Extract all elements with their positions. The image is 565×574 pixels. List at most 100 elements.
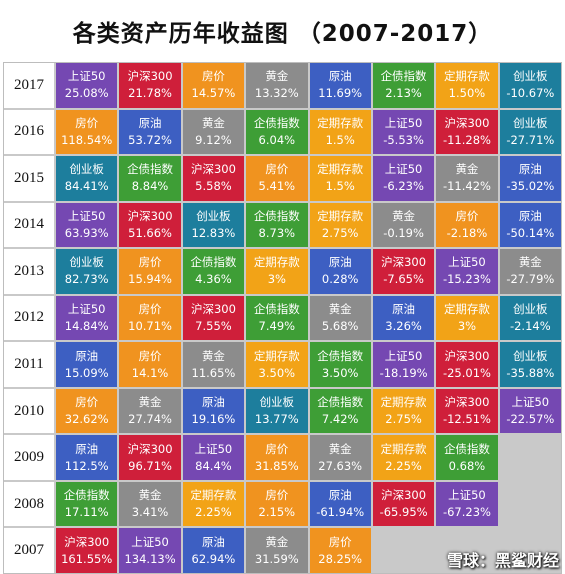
return-value: 25.08%	[64, 86, 109, 101]
return-value: 31.85%	[254, 458, 299, 473]
asset-return-cell: 黄金 27.63%	[309, 435, 371, 480]
asset-return-cell: 沪深300 -7.65%	[372, 249, 435, 294]
asset-return-cell: 原油 53.72%	[119, 109, 181, 155]
asset-return-cell: 沪深300 51.66%	[119, 202, 181, 248]
asset-return-cell: 房价 31.85%	[246, 435, 308, 480]
return-value: -18.19%	[379, 365, 428, 380]
asset-return-cell: 企债指数 8.84%	[119, 156, 181, 201]
asset-return-cell: 企债指数 17.11%	[56, 481, 118, 527]
return-value: 3%	[267, 272, 286, 287]
asset-return-cell: 沪深300 -11.28%	[436, 109, 498, 155]
return-value: -0.19%	[383, 225, 424, 240]
return-value: 21.78%	[128, 86, 172, 101]
asset-return-cell: 定期存款 3%	[436, 295, 498, 341]
asset-name: 房价	[265, 488, 289, 503]
asset-name: 黄金	[201, 348, 225, 363]
asset-return-cell: 沪深300 -25.01%	[436, 342, 498, 387]
return-value: -10.67%	[506, 86, 555, 101]
asset-name: 沪深300	[381, 488, 427, 503]
asset-name: 创业板	[196, 208, 231, 223]
year-label: 2013	[4, 249, 54, 294]
asset-return-cell: 上证50 -5.53%	[372, 109, 435, 155]
return-value: 12.83%	[191, 225, 236, 240]
asset-return-cell: 定期存款 2.75%	[372, 388, 435, 434]
return-value: 0.68%	[448, 458, 486, 473]
return-value: 17.11%	[64, 505, 109, 520]
return-value: 28.25%	[318, 551, 363, 566]
asset-return-cell: 房价 5.41%	[246, 156, 308, 201]
asset-name: 沪深300	[444, 395, 490, 410]
return-value: -11.42%	[442, 179, 491, 194]
asset-name: 企债指数	[317, 348, 364, 363]
asset-return-cell: 房价 28.25%	[309, 528, 371, 573]
watermark: 雪球：黑鲨财经	[446, 551, 559, 570]
asset-name: 房价	[138, 301, 162, 316]
return-value: 1.5%	[325, 179, 355, 194]
asset-return-cell: 上证50 -67.23%	[436, 481, 498, 527]
asset-name: 沪深300	[190, 162, 236, 177]
asset-return-cell: 原油 19.16%	[182, 388, 245, 434]
asset-name: 创业板	[513, 115, 548, 130]
asset-name: 创业板	[259, 395, 295, 410]
return-value: 118.54%	[61, 132, 113, 147]
return-value: 1.5%	[325, 132, 355, 147]
return-value: 27.63%	[318, 458, 363, 473]
asset-name: 上证50	[194, 441, 233, 456]
return-value: -7.65%	[383, 272, 424, 287]
year-label: 2014	[4, 202, 54, 248]
asset-return-cell: 沪深300 21.78%	[119, 63, 181, 108]
asset-return-cell: 房价 10.71%	[119, 295, 181, 341]
year-label: 2016	[4, 109, 54, 155]
return-value: 15.09%	[64, 365, 109, 380]
return-value: 0.28%	[321, 272, 359, 287]
return-value: 134.13%	[124, 551, 176, 566]
asset-return-cell: 定期存款 1.5%	[309, 109, 371, 155]
return-value: 5.41%	[258, 179, 296, 194]
asset-name: 沪深300	[127, 208, 173, 223]
asset-return-cell: 企债指数 7.42%	[309, 388, 371, 434]
asset-return-cell: 创业板 12.83%	[182, 202, 245, 248]
asset-name: 沪深300	[381, 255, 427, 270]
asset-return-cell: 黄金 3.41%	[119, 481, 181, 527]
asset-name: 定期存款	[317, 115, 364, 130]
asset-return-cell: 定期存款 2.25%	[182, 481, 245, 527]
asset-return-cell: 企债指数 2.13%	[372, 63, 435, 108]
return-value: 161.55%	[61, 551, 113, 566]
asset-name: 原油	[201, 534, 225, 549]
asset-return-cell: 沪深300 7.55%	[182, 295, 245, 341]
asset-return-cell: 沪深300 96.71%	[119, 435, 181, 480]
return-value: 3.50%	[258, 365, 296, 380]
asset-name: 上证50	[384, 115, 423, 130]
asset-name: 上证50	[448, 255, 486, 270]
asset-name: 上证50	[384, 348, 423, 363]
asset-return-cell: 原油 62.94%	[182, 528, 245, 573]
asset-return-cell: 企债指数 6.04%	[246, 109, 308, 155]
return-value: 19.16%	[191, 412, 236, 427]
return-value: 13.77%	[254, 412, 299, 427]
asset-return-cell: 上证50 14.84%	[56, 295, 118, 341]
asset-return-cell: 黄金 13.32%	[246, 63, 308, 108]
return-value: 2.75%	[321, 225, 359, 240]
year-label: 2010	[4, 388, 54, 434]
asset-return-cell: 定期存款 1.50%	[436, 63, 498, 108]
return-value: -27.71%	[506, 132, 555, 147]
return-value: 7.42%	[321, 412, 359, 427]
asset-return-cell: 原油 -50.14%	[499, 202, 561, 248]
asset-return-cell: 房价 32.62%	[56, 388, 118, 434]
return-value: 62.94%	[191, 551, 236, 566]
asset-return-cell: 企债指数 0.68%	[436, 435, 498, 480]
asset-name: 定期存款	[380, 395, 427, 410]
year-label: 2012	[4, 295, 54, 341]
asset-return-cell: 黄金 9.12%	[182, 109, 245, 155]
asset-return-cell: 沪深300 -12.51%	[436, 388, 498, 434]
return-value: 27.74%	[128, 412, 172, 427]
asset-name: 房价	[265, 441, 289, 456]
asset-name: 黄金	[138, 488, 162, 503]
asset-return-cell: 沪深300 -65.95%	[372, 481, 435, 527]
asset-return-cell: 企债指数 8.73%	[246, 202, 308, 248]
return-value: 31.59%	[254, 551, 299, 566]
return-value: -6.23%	[383, 179, 424, 194]
asset-return-cell: 定期存款 3.50%	[246, 342, 308, 387]
return-value: 2.15%	[258, 505, 296, 520]
asset-name: 创业板	[513, 348, 548, 363]
